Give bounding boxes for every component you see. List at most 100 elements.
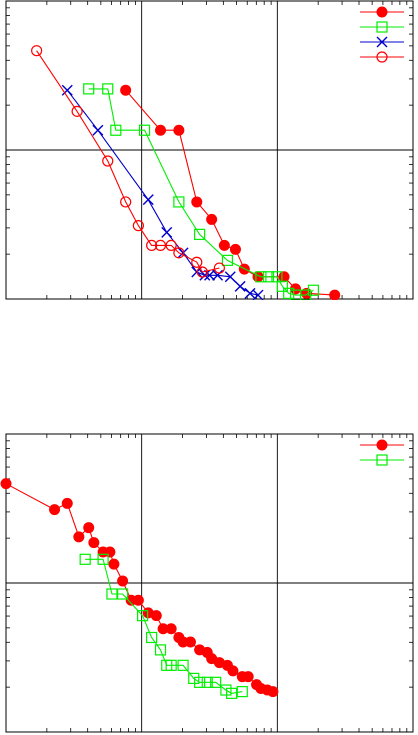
legend-swatch-marker-1 [376,21,388,33]
upper-panel [5,0,414,300]
series-0-point [206,213,218,225]
series-3-point [102,155,114,167]
legend-swatch-marker-0 [376,6,388,18]
series-2-point [142,194,154,206]
series-0-point [218,239,230,251]
series-1-point [146,631,158,644]
series-2-point-stroke-b [142,194,154,206]
series-2-point-stroke-b [177,247,189,259]
series-0-point [229,243,241,255]
series-3-point [213,262,225,274]
series-3-point [154,239,167,252]
series-2 [61,84,264,300]
series-1-point [262,271,275,283]
series-2-point [161,226,173,238]
series-1-point [138,124,151,136]
series-1-point [255,271,267,283]
series-1-point [106,588,118,600]
series-3-point [173,247,185,259]
series-1-point [136,610,149,622]
series-2-point [252,289,264,300]
series-0-point [329,289,341,300]
series-1-point [194,228,206,240]
series-3 [31,45,225,278]
series-2-point-stroke-b [212,269,224,281]
series-2-point [212,269,224,281]
series-2-point [204,269,215,281]
series-0-point [173,124,185,136]
series-1-point [154,644,167,656]
series-1-point [188,672,200,685]
series-0-point [278,271,290,283]
series-2-point [61,84,73,96]
series-0-point [88,537,100,549]
series-1-point [173,196,185,208]
series-1-point [194,676,206,688]
series-1 [79,553,248,699]
series-0-point [242,671,254,683]
series-0-point [267,686,279,698]
series-3-point [191,256,203,268]
series-3-point [120,196,132,208]
series-1-point [97,553,109,565]
series-1-point [276,280,288,292]
series-0-point [165,623,177,635]
series-1-point [201,676,213,688]
series-0-point [191,196,203,208]
series-1-point [220,684,232,696]
series-2-point-stroke-b [61,84,73,96]
series-3-point [165,239,177,252]
series-0-point [150,610,162,622]
legend-swatch-marker-1 [376,454,388,466]
series-0-point [49,504,61,516]
series-2-point-stroke-b [92,124,104,136]
legend-swatch-marker-3 [376,51,388,63]
series-2-point-stroke-b [204,269,215,281]
series-0-point [0,478,12,490]
series-2-point-stroke-b [199,269,211,281]
series-1-point [110,124,122,136]
series-1-point [165,659,177,671]
series-0-point [104,546,116,558]
series-1 [83,83,320,300]
series-1-point [79,553,91,565]
series-1-point [221,254,234,266]
series-3-point [196,266,208,278]
series-3-point [132,220,144,232]
series-2-point [234,280,246,292]
series-0-point [227,665,239,677]
series-1-point [226,687,238,699]
series-2-point [199,269,211,281]
series-2-point-stroke-b [161,226,173,238]
lower-panel [0,433,414,733]
series-2-point-stroke-b [252,289,264,300]
series-1-point [236,686,248,698]
legend-swatch-marker-2-stroke-b [376,36,388,48]
series-2-point-stroke-b [224,271,236,283]
series-2-point [224,271,236,283]
series-1-point [283,287,295,299]
series-1-point [83,83,95,95]
series-0-point [120,84,132,96]
series-1-point [210,676,222,688]
series-0-point [108,558,120,570]
series-1-point [117,588,129,600]
series-1-point [307,284,320,296]
series-2-point [92,124,104,136]
series-0-point [61,497,73,509]
series-0-point [132,594,144,606]
series-0-point [155,124,167,136]
series-0-point [83,522,95,534]
series-0-point [184,636,196,648]
series-0-point [117,575,129,587]
series-2-point-stroke-b [234,280,246,292]
legend-swatch-marker-0 [376,439,388,451]
series-3-point [146,239,158,252]
series-1-point [177,659,189,671]
series-1-point [102,83,114,95]
legend-swatch-marker-2 [376,36,388,48]
series-0-point [73,531,85,543]
series-3-point [31,45,43,57]
series-3-point [71,105,83,117]
